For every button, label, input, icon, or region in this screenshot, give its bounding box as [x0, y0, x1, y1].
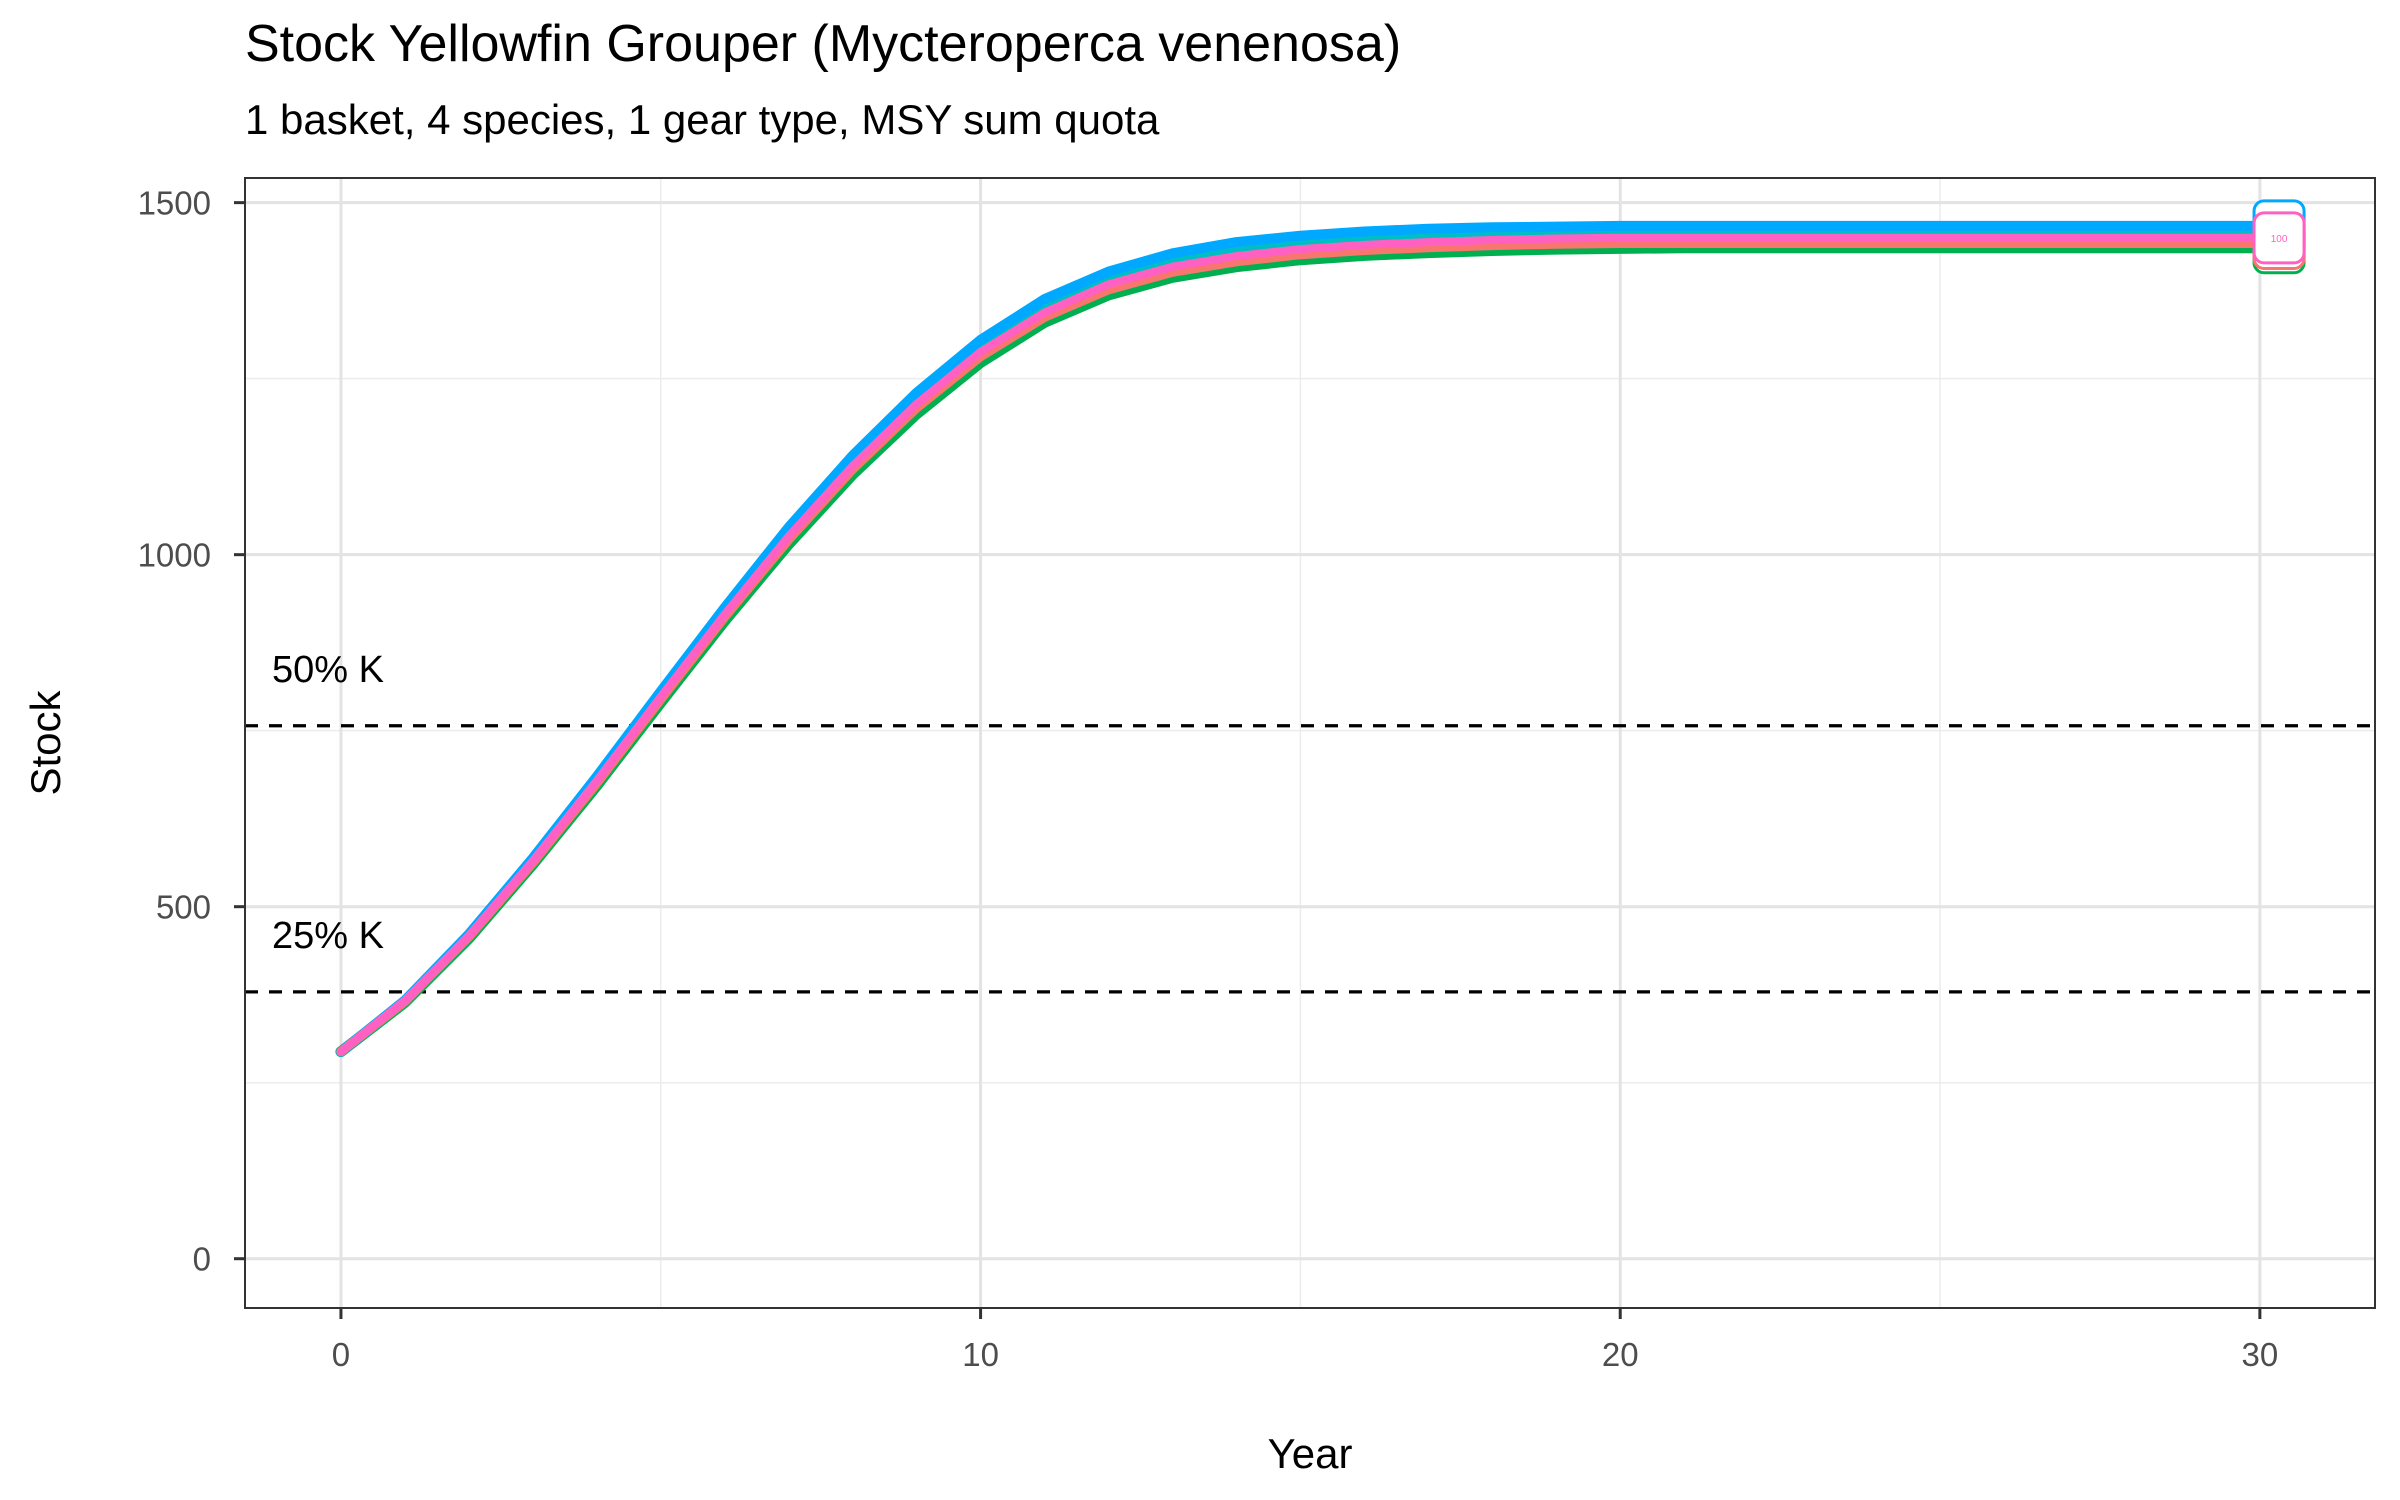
axis-layer: 0 10 20 30 0 500 1000 1500: [138, 185, 2279, 1373]
y-tick-label: 1000: [138, 537, 211, 574]
x-tick-label: 20: [1602, 1336, 1639, 1373]
y-axis-title: Stock: [22, 689, 69, 795]
reference-lines: 50% K 25% K: [245, 649, 2375, 994]
end-labels: 100100100100100100: [2252, 199, 2306, 275]
y-tick-label: 500: [156, 889, 211, 926]
reference-line-label: 25% K: [272, 915, 384, 957]
end-label: 100: [2252, 211, 2306, 265]
x-tick-label: 0: [332, 1336, 350, 1373]
chart-title: Stock Yellowfin Grouper (Mycteroperca ve…: [245, 15, 1402, 73]
panel-border: [244, 177, 2376, 1309]
end-label-text: 100: [2271, 234, 2288, 245]
y-tick-label: 1500: [138, 185, 211, 222]
y-tick-label: 0: [193, 1241, 211, 1278]
grid-layer: [245, 178, 2375, 1308]
series-line: [336, 233, 2264, 1056]
x-tick-label: 10: [962, 1336, 999, 1373]
x-axis-title: Year: [1268, 1430, 1353, 1477]
series-layer: [335, 220, 2266, 1058]
reference-line-label: 50% K: [272, 649, 384, 691]
end-label-box: [2252, 211, 2306, 265]
chart-subtitle: 1 basket, 4 species, 1 gear type, MSY su…: [245, 96, 1160, 143]
x-tick-label: 30: [2242, 1336, 2279, 1373]
